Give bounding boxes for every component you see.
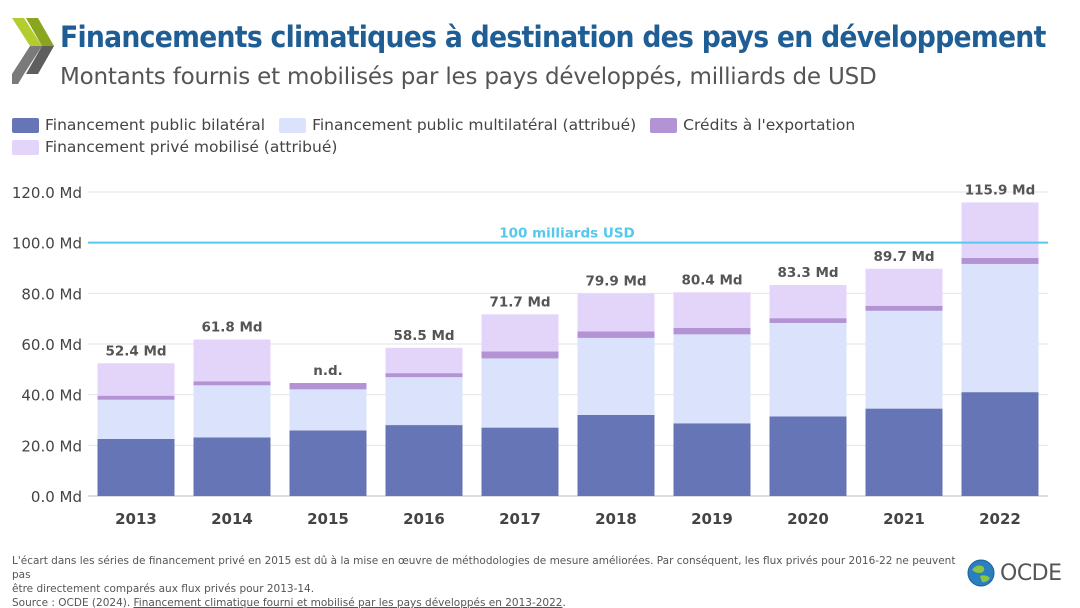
- bar-segment: [577, 337, 655, 415]
- legend-label: Financement privé mobilisé (attribué): [45, 138, 338, 156]
- x-tick-label: 2020: [787, 510, 829, 528]
- legend-item-private[interactable]: Financement privé mobilisé (attribué): [12, 138, 337, 156]
- footnote-line: être directement comparés aux flux privé…: [12, 583, 315, 595]
- legend-item-multilateral[interactable]: Financement public multilatéral (attribu…: [279, 116, 636, 134]
- x-tick-label: 2016: [403, 510, 445, 528]
- x-tick-label: 2022: [979, 510, 1021, 528]
- legend-swatch: [12, 117, 39, 133]
- bar-total-label: n.d.: [313, 363, 343, 379]
- bar-segment: [865, 268, 943, 306]
- legend-label: Crédits à l'exportation: [683, 116, 856, 134]
- y-tick-label: 80.0 Md: [21, 285, 82, 303]
- bar-total-label: 61.8 Md: [201, 319, 262, 335]
- bar-segment: [865, 408, 943, 496]
- stacked-bar-chart: 0.0 Md 20.0 Md 40.0 Md 60.0 Md 80.0 Md 100.0 …: [12, 182, 1048, 528]
- source-suffix: .: [562, 597, 566, 608]
- bar-segment: [193, 437, 271, 496]
- bar-segment: [961, 202, 1039, 258]
- bar-total-label: 52.4 Md: [105, 343, 166, 359]
- bar-segment: [865, 305, 943, 311]
- y-tick-label: 0.0 Md: [31, 488, 82, 506]
- source-line: Source : OCDE (2024). Financement climat…: [12, 596, 972, 608]
- oecd-chevrons-icon: [12, 18, 54, 84]
- bar-segment: [577, 293, 655, 332]
- bar-segment: [289, 383, 367, 390]
- bar-segment: [97, 399, 175, 439]
- bar-total-label: 89.7 Md: [873, 249, 934, 265]
- bar-total-label: 115.9 Md: [965, 182, 1036, 198]
- x-tick-label: 2014: [211, 510, 253, 528]
- bar-segment: [961, 257, 1039, 264]
- ocde-text: OCDE: [1000, 560, 1062, 586]
- bar-segment: [673, 292, 751, 328]
- source-link[interactable]: Financement climatique fourni et mobilis…: [133, 597, 563, 608]
- bar-segment: [193, 385, 271, 438]
- x-tick-label: 2017: [499, 510, 541, 528]
- bar-segment: [673, 327, 751, 335]
- bar-segment: [481, 358, 559, 428]
- bar-total-label: 71.7 Md: [489, 294, 550, 310]
- bar-segment: [193, 381, 271, 386]
- footnote: L'écart dans les séries de financement p…: [12, 554, 972, 608]
- x-tick-label: 2015: [307, 510, 349, 528]
- ocde-logo: OCDE: [966, 558, 1076, 588]
- y-tick-label: 60.0 Md: [21, 336, 82, 354]
- bar-segment: [769, 318, 847, 323]
- bar-segment: [673, 334, 751, 424]
- legend-label: Financement public multilatéral (attribu…: [312, 116, 637, 134]
- bar-segment: [289, 430, 367, 496]
- y-tick-label: 100.0 Md: [12, 235, 82, 253]
- legend-swatch: [650, 117, 678, 133]
- bar-segment: [193, 339, 271, 382]
- legend-item-bilateral[interactable]: Financement public bilatéral: [12, 116, 265, 134]
- reference-line-label: 100 milliards USD: [499, 226, 635, 242]
- legend: Financement public bilatéral Financement…: [12, 114, 1012, 158]
- y-tick-label: 20.0 Md: [21, 437, 82, 455]
- bar-total-label: 79.9 Md: [585, 274, 646, 290]
- x-tick-label: 2013: [115, 510, 157, 528]
- bar-segment: [769, 322, 847, 417]
- bar-total-label: 58.5 Md: [393, 328, 454, 344]
- bar-segment: [481, 427, 559, 496]
- bar-segment: [577, 414, 655, 496]
- footnote-line: L'écart dans les séries de financement p…: [12, 555, 956, 581]
- bar-segment: [865, 310, 943, 409]
- bar-segment: [961, 263, 1039, 393]
- bar-segment: [385, 347, 463, 374]
- chart-title: Financements climatiques à destination d…: [60, 20, 1046, 54]
- bar-total-label: 83.3 Md: [777, 265, 838, 281]
- x-tick-label: 2019: [691, 510, 733, 528]
- oecd-globe-icon: [967, 559, 995, 587]
- legend-swatch: [279, 117, 307, 133]
- x-tick-label: 2018: [595, 510, 637, 528]
- bar-segment: [769, 284, 847, 319]
- bar-segment: [577, 331, 655, 338]
- legend-label: Financement public bilatéral: [45, 116, 266, 134]
- bar-segment: [481, 351, 559, 359]
- bar-segment: [385, 425, 463, 496]
- bar-segment: [289, 389, 367, 431]
- legend-item-export-credits[interactable]: Crédits à l'exportation: [650, 116, 855, 134]
- bar-segment: [385, 377, 463, 426]
- bar-total-label: 80.4 Md: [681, 272, 742, 288]
- bar-segment: [481, 314, 559, 352]
- bar-segment: [385, 373, 463, 378]
- y-tick-label: 120.0 Md: [12, 184, 82, 202]
- y-tick-label: 40.0 Md: [21, 387, 82, 405]
- bar-segment: [961, 392, 1039, 496]
- bar-segment: [673, 423, 751, 496]
- bar-segment: [97, 363, 175, 396]
- bar-segment: [97, 395, 175, 400]
- source-prefix: Source : OCDE (2024).: [12, 597, 134, 608]
- chart-subtitle: Montants fournis et mobilisés par les pa…: [60, 64, 877, 90]
- bar-segment: [97, 439, 175, 496]
- x-tick-label: 2021: [883, 510, 925, 528]
- legend-swatch: [12, 139, 39, 155]
- bar-segment: [769, 416, 847, 496]
